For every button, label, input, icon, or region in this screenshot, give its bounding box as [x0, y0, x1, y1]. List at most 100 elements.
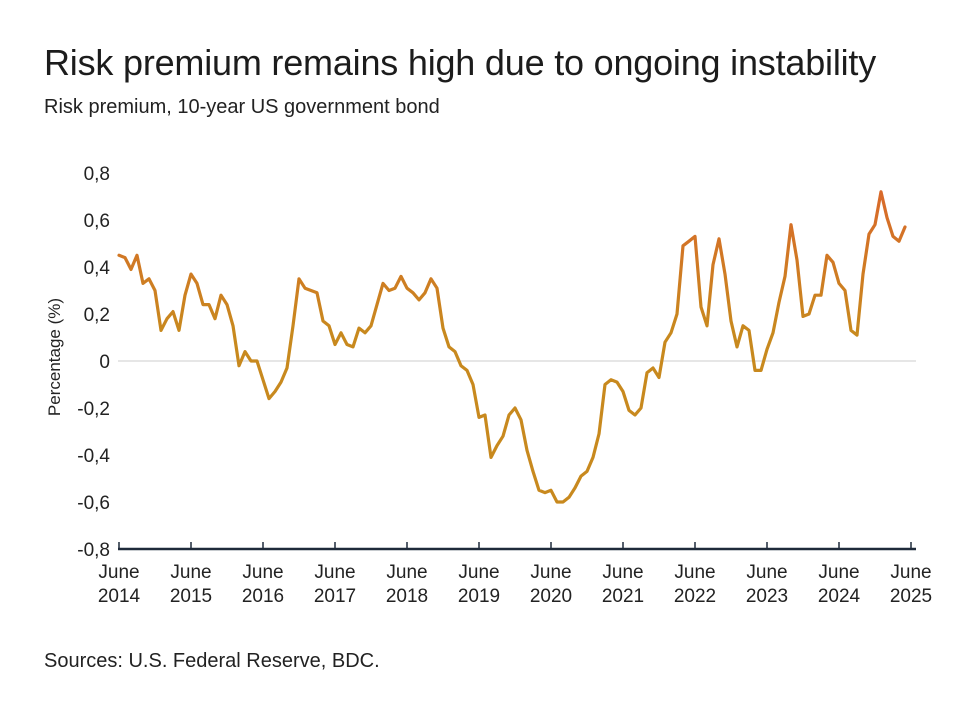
- data-point: [388, 289, 390, 291]
- data-point: [538, 489, 540, 491]
- data-point: [148, 278, 150, 280]
- data-point: [316, 292, 318, 294]
- data-point: [142, 282, 144, 284]
- data-point: [874, 224, 876, 226]
- data-point: [886, 216, 888, 218]
- data-point: [700, 306, 702, 308]
- data-point: [238, 365, 240, 367]
- data-point: [346, 343, 348, 345]
- data-point: [196, 282, 198, 284]
- data-point: [418, 299, 420, 301]
- data-point: [664, 341, 666, 343]
- x-tick-label-month: June: [602, 562, 643, 583]
- data-point: [790, 224, 792, 226]
- chart-subtitle: Risk premium, 10-year US government bond: [44, 96, 440, 118]
- data-point: [406, 287, 408, 289]
- data-point: [730, 320, 732, 322]
- data-point: [532, 470, 534, 472]
- data-point: [208, 303, 210, 305]
- data-point: [460, 365, 462, 367]
- data-point: [646, 372, 648, 374]
- x-tick-label-year: 2023: [746, 586, 788, 607]
- data-point: [904, 226, 906, 228]
- data-point: [178, 329, 180, 331]
- data-point: [226, 303, 228, 305]
- data-point: [286, 367, 288, 369]
- data-point: [868, 233, 870, 235]
- x-tick-label-month: June: [242, 562, 283, 583]
- data-point: [838, 282, 840, 284]
- data-point: [424, 292, 426, 294]
- data-point: [430, 278, 432, 280]
- data-point: [814, 294, 816, 296]
- data-point: [892, 235, 894, 237]
- data-point: [340, 332, 342, 334]
- data-point: [130, 268, 132, 270]
- data-point: [166, 318, 168, 320]
- x-tick-label-month: June: [170, 562, 211, 583]
- data-point: [190, 273, 192, 275]
- data-point: [214, 318, 216, 320]
- data-point: [808, 313, 810, 315]
- data-point: [832, 261, 834, 263]
- data-point: [154, 289, 156, 291]
- data-point: [232, 325, 234, 327]
- data-point: [412, 292, 414, 294]
- data-point: [796, 259, 798, 261]
- chart-title: Risk premium remains high due to ongoing…: [44, 42, 877, 83]
- data-point: [604, 383, 606, 385]
- data-point: [736, 346, 738, 348]
- data-point: [742, 325, 744, 327]
- x-tick-label-month: June: [314, 562, 355, 583]
- data-point: [370, 325, 372, 327]
- data-point: [124, 256, 126, 258]
- data-point: [394, 287, 396, 289]
- y-tick-label: 0,2: [84, 305, 110, 326]
- data-point: [454, 350, 456, 352]
- y-tick-label: 0,4: [84, 258, 111, 279]
- data-point: [472, 383, 474, 385]
- data-point: [256, 360, 258, 362]
- series-line: [117, 190, 907, 504]
- data-point: [220, 294, 222, 296]
- data-point: [202, 303, 204, 305]
- data-point: [136, 254, 138, 256]
- data-point: [484, 414, 486, 416]
- x-tick-label-year: 2017: [314, 586, 356, 607]
- x-tick-label-month: June: [98, 562, 139, 583]
- data-point: [298, 278, 300, 280]
- data-point: [568, 496, 570, 498]
- data-point: [274, 390, 276, 392]
- data-point: [184, 294, 186, 296]
- data-point: [880, 191, 882, 193]
- data-point: [496, 444, 498, 446]
- y-tick-label: 0,6: [84, 211, 110, 232]
- data-point: [562, 501, 564, 503]
- x-tick-label-month: June: [674, 562, 715, 583]
- data-point: [478, 416, 480, 418]
- x-tick-label-year: 2019: [458, 586, 500, 607]
- x-tick-label-year: 2020: [530, 586, 572, 607]
- data-point: [760, 369, 762, 371]
- data-point: [712, 264, 714, 266]
- data-point: [748, 329, 750, 331]
- data-point: [526, 449, 528, 451]
- data-point: [640, 407, 642, 409]
- data-point: [466, 369, 468, 371]
- data-point: [598, 433, 600, 435]
- chart-source: Sources: U.S. Federal Reserve, BDC.: [44, 650, 380, 672]
- data-point: [580, 475, 582, 477]
- data-point: [652, 367, 654, 369]
- data-point: [688, 240, 690, 242]
- data-point: [634, 414, 636, 416]
- data-point: [754, 369, 756, 371]
- data-point: [856, 334, 858, 336]
- data-point: [706, 325, 708, 327]
- data-point: [718, 238, 720, 240]
- data-point: [676, 313, 678, 315]
- data-point: [490, 456, 492, 458]
- data-point: [520, 419, 522, 421]
- data-point: [514, 407, 516, 409]
- x-tick-label-year: 2014: [98, 586, 141, 607]
